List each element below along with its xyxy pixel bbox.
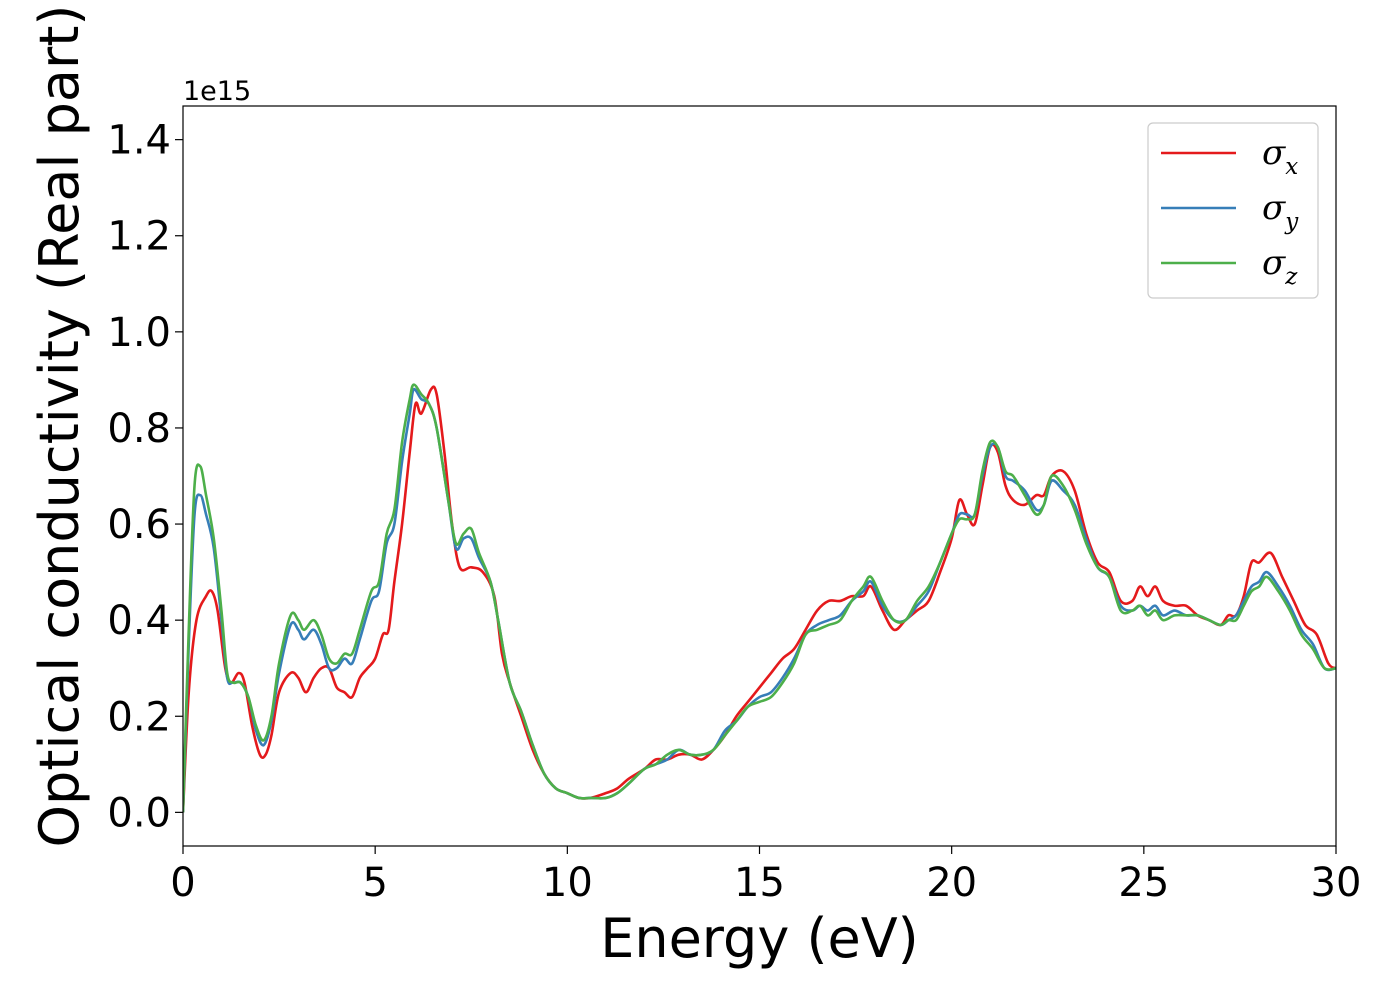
x-tick-label: 30 <box>1311 860 1362 906</box>
x-tick-label: 10 <box>542 860 593 906</box>
y-tick-label: 1.2 <box>107 214 171 260</box>
y-tick-label: 0.4 <box>107 598 171 644</box>
x-tick-label: 0 <box>170 860 195 906</box>
legend: σx σy σz <box>1147 122 1319 299</box>
y-offset-label: 1e15 <box>183 76 251 107</box>
x-tick-label: 20 <box>926 860 977 906</box>
y-tick-label: 0.0 <box>107 790 171 836</box>
legend-label-x: σx <box>1262 133 1298 180</box>
y-axis: 0.0 0.2 0.4 0.6 0.8 1.0 1.2 1.4 <box>107 118 183 836</box>
legend-label-y: σy <box>1262 188 1299 235</box>
x-tick-label: 25 <box>1118 860 1169 906</box>
y-tick-label: 0.6 <box>107 502 171 548</box>
y-tick-label: 0.2 <box>107 694 171 740</box>
y-axis-title: Optical conductivity (Real part) <box>28 5 91 848</box>
legend-box <box>1147 122 1319 299</box>
x-tick-label: 15 <box>734 860 785 906</box>
x-axis: 0 5 10 15 20 25 30 <box>170 846 1361 906</box>
series-layer <box>183 383 1336 813</box>
y-tick-label: 1.0 <box>107 310 171 356</box>
y-tick-label: 1.4 <box>107 118 171 164</box>
x-axis-title: Energy (eV) <box>600 907 919 970</box>
series-line-z <box>183 383 1336 813</box>
x-tick-label: 5 <box>362 860 387 906</box>
legend-label-z: σz <box>1262 243 1298 290</box>
y-tick-label: 0.8 <box>107 406 171 452</box>
